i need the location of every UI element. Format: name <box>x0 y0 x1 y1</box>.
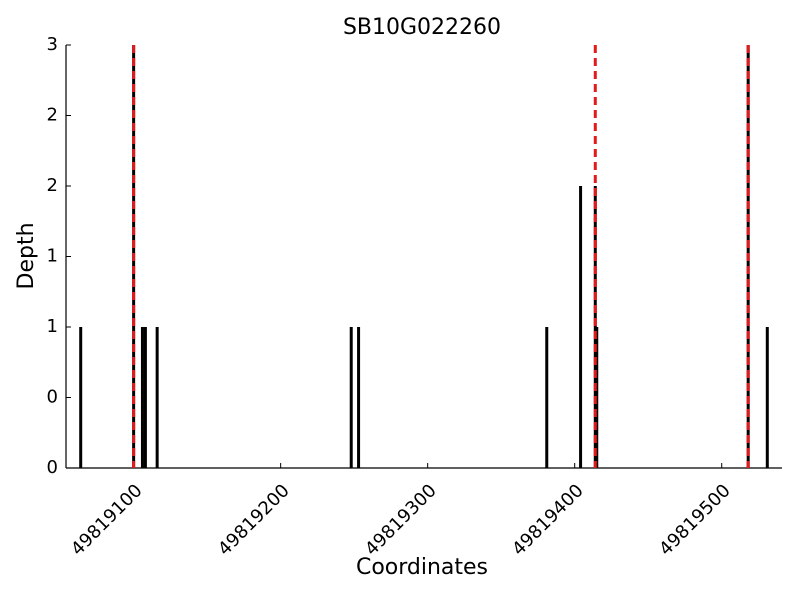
x-tick-label: 49819300 <box>361 480 441 560</box>
bar <box>349 327 353 468</box>
y-tick-label: 0 <box>47 457 58 478</box>
bar <box>357 327 361 468</box>
x-tick-label: 49819500 <box>655 480 735 560</box>
x-axis-label: Coordinates <box>356 555 488 580</box>
bar <box>143 327 147 468</box>
y-tick-label: 2 <box>47 105 58 126</box>
y-tick-label: 2 <box>47 175 58 196</box>
bar <box>155 327 159 468</box>
y-tick-label: 0 <box>47 387 58 408</box>
bar <box>79 327 83 468</box>
bar <box>545 327 549 468</box>
bar <box>579 186 583 468</box>
y-tick-label: 1 <box>47 316 58 337</box>
x-tick-label: 49819200 <box>214 480 294 560</box>
y-tick-label: 3 <box>47 34 58 55</box>
x-tick-label: 49819100 <box>67 480 147 560</box>
bar <box>765 327 769 468</box>
y-tick-label: 1 <box>47 246 58 267</box>
x-tick-label: 49819400 <box>508 480 588 560</box>
bar <box>140 327 144 468</box>
chart-title: SB10G022260 <box>343 15 501 40</box>
y-axis-label: Depth <box>14 222 39 289</box>
